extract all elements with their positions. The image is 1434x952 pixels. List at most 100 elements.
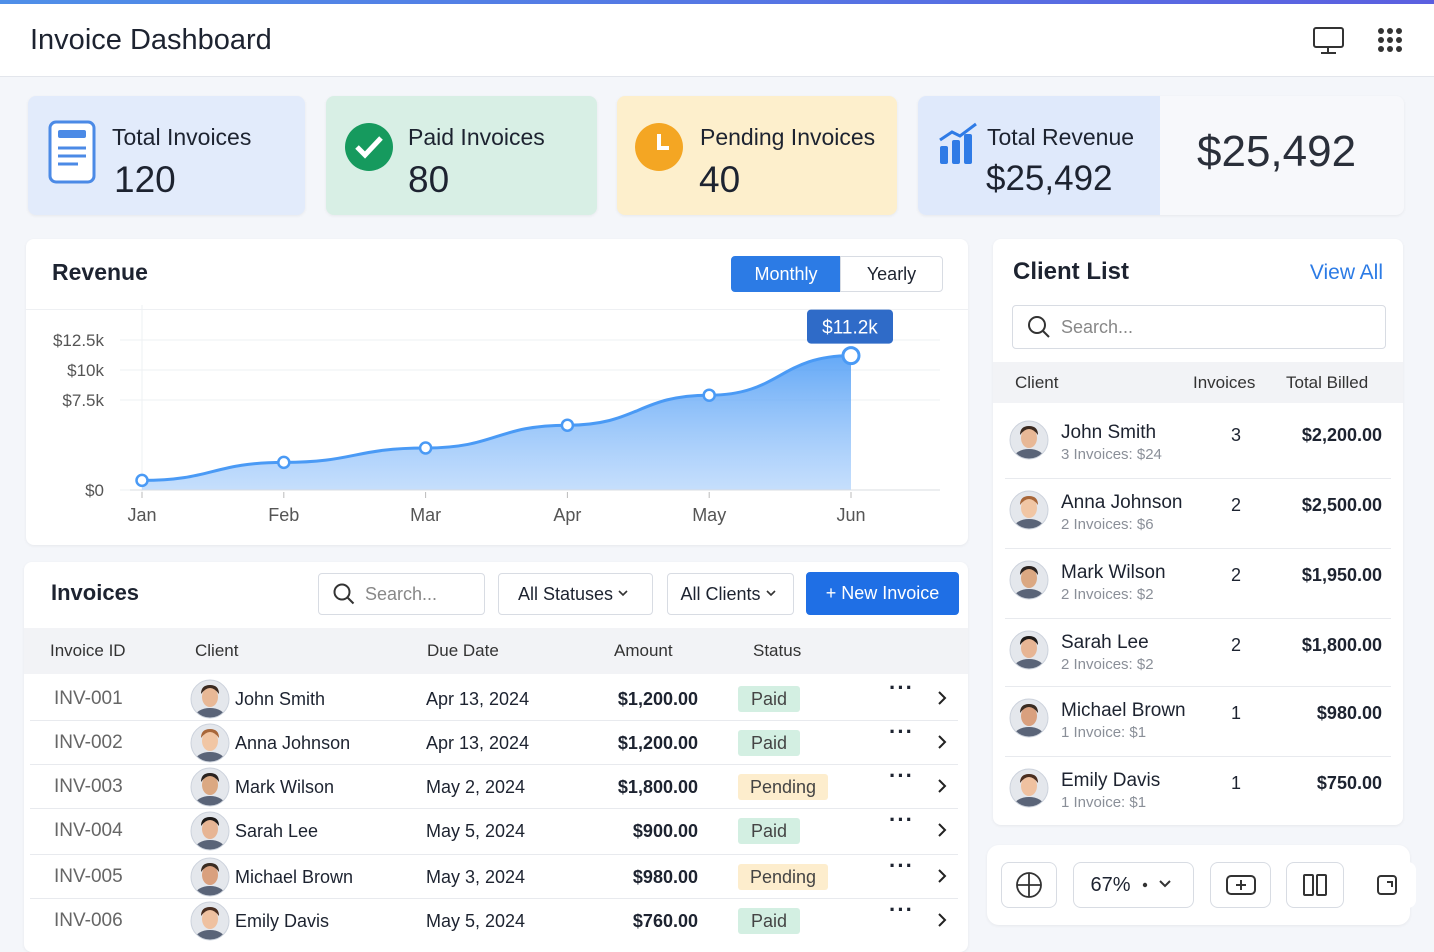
avatar <box>1009 560 1049 600</box>
avatar <box>1009 490 1049 530</box>
status-badge: Paid <box>738 908 800 934</box>
chevron-down <box>765 590 776 597</box>
avatar <box>190 723 230 763</box>
status-badge: Pending <box>738 864 829 890</box>
view-all-link[interactable]: View All <box>1309 261 1383 284</box>
row-chevron[interactable] <box>936 867 948 889</box>
table-header <box>993 362 1403 403</box>
column-header: Client <box>1015 373 1059 392</box>
client-invoices: 1 <box>1231 773 1242 793</box>
new-invoice-button[interactable]: + New Invoice <box>806 572 959 615</box>
stat-card: Pending Invoices 40 <box>617 96 897 215</box>
monitor-icon[interactable] <box>1312 26 1346 56</box>
more-button[interactable]: ··· <box>889 853 914 878</box>
client-invoices: 3 <box>1231 425 1242 445</box>
client-invoices: 2 <box>1231 635 1242 655</box>
avatar <box>190 857 230 897</box>
row-divider <box>1005 686 1391 687</box>
apps-icon[interactable] <box>1377 27 1405 55</box>
header: Invoice Dashboard <box>0 4 1434 77</box>
row-chevron[interactable] <box>936 777 948 799</box>
more-button[interactable]: ··· <box>889 897 914 922</box>
client-summary: 1 Invoice: $1 <box>1061 794 1147 811</box>
client-name: Mark Wilson <box>1061 562 1166 583</box>
due-date: May 5, 2024 <box>426 821 526 841</box>
status-badge: Paid <box>738 818 800 844</box>
clock-icon <box>635 123 683 171</box>
avatar <box>190 679 230 719</box>
avatar <box>1009 698 1049 738</box>
stat-card: Total Invoices 120 <box>28 96 305 215</box>
stat-value: $25,492 <box>986 159 1113 198</box>
client-search[interactable]: Search... <box>1012 305 1386 349</box>
client-total: $2,500.00 <box>1301 495 1382 515</box>
client-name: John Smith <box>235 689 326 709</box>
due-date: May 3, 2024 <box>426 867 526 887</box>
client-summary: 2 Invoices: $2 <box>1061 656 1154 673</box>
avatar <box>1009 420 1049 460</box>
toggle-monthly[interactable]: Monthly <box>731 256 841 292</box>
filter-label: All Statuses <box>517 583 614 604</box>
client-summary: 3 Invoices: $24 <box>1061 446 1162 463</box>
client-total: $980.00 <box>1316 703 1382 723</box>
client-filter[interactable]: All Clients <box>667 573 794 615</box>
column-header: Invoice ID <box>50 641 126 660</box>
row-chevron[interactable] <box>936 821 948 843</box>
client-invoices: 2 <box>1231 495 1242 515</box>
invoice-id: INV-006 <box>54 910 123 931</box>
status-badge: Paid <box>738 730 800 756</box>
amount: $980.00 <box>632 867 698 887</box>
client-invoices: 2 <box>1231 565 1242 585</box>
row-chevron[interactable] <box>936 689 948 711</box>
stat-label: Pending Invoices <box>700 124 876 150</box>
due-date: Apr 13, 2024 <box>426 689 530 709</box>
search-placeholder: Search... <box>1061 316 1134 337</box>
page-title: Invoice Dashboard <box>30 24 272 56</box>
more-button[interactable]: ··· <box>889 719 914 744</box>
client-total: $750.00 <box>1316 773 1382 793</box>
due-date: May 2, 2024 <box>426 777 526 797</box>
column-header: Total Billed <box>1286 373 1369 392</box>
status-filter[interactable]: All Statuses <box>498 573 653 615</box>
toggle-yearly[interactable]: Yearly <box>840 256 943 292</box>
panel-icon <box>1377 875 1397 895</box>
chevron-down <box>618 590 628 597</box>
add-icon <box>1225 875 1256 895</box>
columns-button[interactable] <box>1286 862 1344 908</box>
amount: $1,200.00 <box>617 689 698 709</box>
client-panel: Client List View All Search... <box>993 239 1403 825</box>
client-name: Michael Brown <box>235 867 354 887</box>
panel-button[interactable] <box>1358 862 1416 908</box>
column-header: Status <box>753 641 802 660</box>
stat-value: 40 <box>699 159 741 200</box>
columns-icon <box>1303 874 1327 896</box>
client-name: Sarah Lee <box>1061 632 1149 653</box>
avatar <box>190 767 230 807</box>
amount: $1,200.00 <box>617 733 698 753</box>
client-name: John Smith <box>1061 422 1157 443</box>
more-button[interactable]: ··· <box>889 763 914 788</box>
status-badge: Pending <box>738 774 829 800</box>
invoices-panel: Invoices Search... All Statuses All Clie… <box>24 562 968 952</box>
add-button[interactable] <box>1210 862 1271 908</box>
crosshair-button[interactable] <box>1001 862 1057 908</box>
invoice-icon <box>48 120 96 184</box>
crosshair-icon <box>1016 872 1042 898</box>
panel-title: Invoices <box>51 580 140 605</box>
more-button[interactable]: ··· <box>889 675 914 700</box>
toolbar: 67% <box>987 845 1416 925</box>
column-header: Client <box>195 641 239 660</box>
zoom-select[interactable]: 67% <box>1073 862 1194 908</box>
client-name: Michael Brown <box>1061 700 1186 721</box>
client-total: $1,800.00 <box>1301 635 1382 655</box>
stat-label: Total Revenue <box>987 124 1135 150</box>
row-chevron[interactable] <box>936 733 948 755</box>
check-icon <box>345 123 393 171</box>
row-chevron[interactable] <box>936 911 948 933</box>
divider <box>26 309 968 310</box>
more-button[interactable]: ··· <box>889 807 914 832</box>
client-total: $1,950.00 <box>1301 565 1382 585</box>
amount: $1,800.00 <box>617 777 698 797</box>
search-input[interactable]: Search... <box>318 573 485 615</box>
